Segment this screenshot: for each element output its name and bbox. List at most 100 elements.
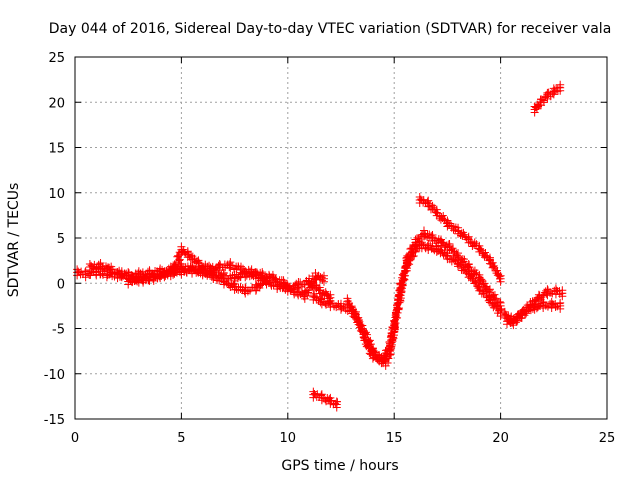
x-tick-label: 25 <box>599 431 616 446</box>
data-point-band <box>558 286 567 295</box>
data-point-band <box>300 288 309 297</box>
trail-marker <box>391 323 399 331</box>
data-point-band <box>464 259 473 268</box>
data-point-band <box>517 307 526 316</box>
trail-marker <box>491 291 499 299</box>
data-point-band <box>124 274 133 283</box>
y-tick-label: -5 <box>52 323 65 338</box>
data-point-band <box>454 223 463 232</box>
series-track-c <box>124 263 271 298</box>
series-track-i <box>502 284 567 330</box>
trail-marker <box>471 270 479 278</box>
data-point-band <box>198 265 207 274</box>
trail-marker <box>424 198 432 206</box>
data-point-band <box>145 270 154 279</box>
trail-marker <box>357 326 365 334</box>
data-point-band <box>326 393 335 402</box>
trail-marker <box>451 247 459 255</box>
data-point-band <box>402 253 411 262</box>
trail-marker <box>460 257 468 265</box>
data-point-band <box>205 261 214 270</box>
data-point-band <box>134 272 143 281</box>
data-point-band <box>337 299 345 308</box>
y-tick-label: 0 <box>57 277 65 292</box>
x-axis-label: GPS time / hours <box>281 458 398 474</box>
data-point-band <box>454 249 463 258</box>
data-point-band <box>194 256 203 265</box>
trail-marker <box>384 347 392 355</box>
data-point-band <box>117 267 126 276</box>
data-point-band <box>485 285 494 294</box>
x-tick-labels: 0 5 10 15 20 25 <box>71 431 615 446</box>
trail-marker <box>259 270 267 278</box>
data-point-band <box>177 242 186 251</box>
x-tick-label: 10 <box>280 431 297 446</box>
trail-marker <box>481 279 489 287</box>
chart-title: Day 044 of 2016, Sidereal Day-to-day VTE… <box>49 21 612 37</box>
trail-marker <box>439 211 447 219</box>
data-point-band <box>432 205 441 214</box>
series-track-g <box>309 387 341 412</box>
data-point-band <box>443 216 452 225</box>
data-point-band <box>475 241 484 250</box>
data-point-band <box>556 298 565 307</box>
data-point-band <box>230 279 239 288</box>
trail-marker <box>316 299 324 307</box>
data-point-band <box>251 280 260 289</box>
data-point-band <box>502 314 511 323</box>
x-tick-label: 0 <box>71 431 79 446</box>
trail-marker <box>355 319 363 327</box>
series-track-e <box>343 226 505 368</box>
data-point-band <box>166 266 175 275</box>
grid <box>75 57 607 419</box>
data-point-band <box>377 353 386 362</box>
data-point-band <box>315 283 324 292</box>
data-point-band <box>390 321 399 330</box>
trail-marker <box>490 294 498 302</box>
trail-marker <box>455 254 463 262</box>
data-point-band <box>385 339 394 348</box>
trail-marker <box>408 245 416 253</box>
y-tick-labels: -15 -10 -5 0 5 10 15 20 25 <box>44 51 65 428</box>
data-point-band <box>368 348 377 357</box>
data-point-band <box>496 298 505 307</box>
data-point-band <box>332 397 341 406</box>
y-tick-label: 20 <box>48 96 65 111</box>
data-point-band <box>551 284 560 293</box>
trail-marker <box>489 263 497 271</box>
trail-marker <box>386 333 394 341</box>
trail-marker <box>368 346 376 354</box>
y-axis-label: SDTVAR / TECUs <box>6 183 22 298</box>
trail-marker <box>172 258 180 266</box>
y-tick-label: -15 <box>44 413 65 428</box>
data-point-band <box>500 307 509 316</box>
series-track-f <box>415 192 505 286</box>
trail-marker <box>398 276 406 284</box>
x-tick-label: 20 <box>492 431 509 446</box>
y-tick-label: 25 <box>48 51 65 66</box>
y-tick-label: -10 <box>44 368 65 383</box>
data-point-band <box>419 226 428 235</box>
trail-marker <box>472 241 480 249</box>
data-point-band <box>309 289 318 298</box>
data-point-band <box>534 290 543 299</box>
data-point-band <box>415 192 424 201</box>
data-point-band <box>309 387 318 396</box>
trail-marker <box>410 248 418 256</box>
data-point-band <box>317 390 326 399</box>
trail-marker <box>522 306 530 314</box>
data-point-band <box>485 253 494 262</box>
y-tick-label: 15 <box>48 142 65 157</box>
y-tick-label: 10 <box>48 187 65 202</box>
trail-marker <box>416 235 424 243</box>
trail-marker <box>174 252 182 260</box>
data-point-band <box>215 259 224 268</box>
data-point-band <box>326 297 335 306</box>
data-point-band <box>258 268 267 277</box>
data-point-band <box>556 80 565 89</box>
data-point-band <box>543 285 552 294</box>
trail-marker <box>365 338 373 346</box>
data-point-band <box>530 102 539 111</box>
x-tick-label: 15 <box>386 431 403 446</box>
x-tick-label: 5 <box>177 431 185 446</box>
